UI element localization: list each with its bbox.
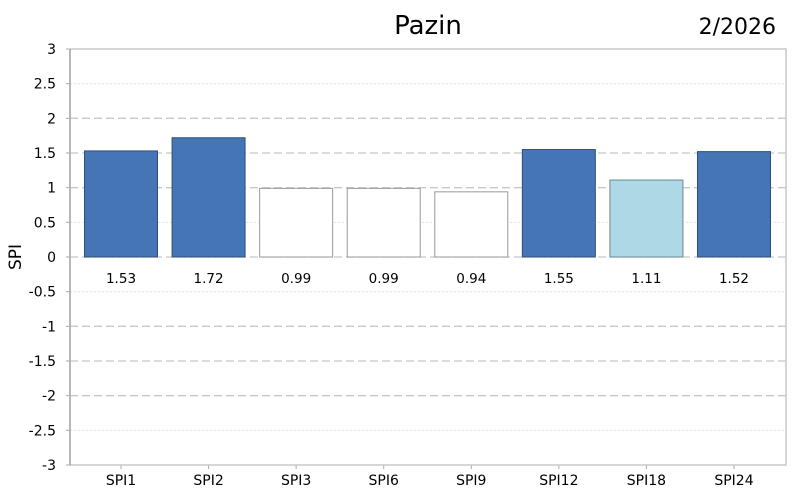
y-tick-label: 3 (47, 42, 56, 58)
x-tick-label: SPI3 (281, 473, 311, 489)
y-tick-label: 0 (47, 250, 56, 266)
bar-spi24 (696, 151, 771, 258)
y-axis-label: SPI (6, 244, 26, 270)
chart-title: Pazin (394, 11, 462, 41)
chart-date: 2/2026 (699, 15, 776, 40)
y-tick-label: -1.5 (29, 354, 56, 370)
x-tick-label: SPI12 (539, 473, 578, 489)
data-label: 1.52 (719, 271, 749, 287)
bar-spi18 (609, 179, 684, 258)
bar-spi9 (434, 191, 509, 258)
x-tick-label: SPI2 (193, 473, 223, 489)
x-tick-label: SPI1 (106, 473, 136, 489)
bar-spi12 (521, 149, 596, 258)
y-tick-label: 2.5 (34, 77, 56, 93)
y-tick-label: -2 (42, 389, 56, 405)
bar-spi3 (259, 187, 334, 258)
bar-spi1 (84, 150, 158, 258)
data-label: 0.99 (369, 271, 399, 287)
x-tick-label: SPI6 (369, 473, 399, 489)
data-label: 1.72 (194, 271, 224, 287)
data-label: 1.11 (631, 271, 661, 287)
bar-spi6 (346, 187, 421, 258)
y-tick-label: 1.5 (34, 146, 56, 162)
y-tick-label: 0.5 (34, 215, 56, 231)
x-tick-label: SPI18 (627, 473, 666, 489)
bar-spi2 (171, 137, 246, 258)
y-tick-label: -1 (42, 319, 56, 335)
y-tick-label: 1 (47, 181, 56, 197)
data-label: 0.99 (281, 271, 311, 287)
y-tick-label: -3 (42, 458, 56, 474)
x-tick-label: SPI24 (714, 473, 753, 489)
x-tick-label: SPI9 (456, 473, 486, 489)
y-tick-label: 2 (47, 111, 56, 127)
y-tick-label: -2.5 (29, 423, 56, 439)
data-label: 1.53 (106, 271, 136, 287)
data-label: 0.94 (456, 271, 486, 287)
y-tick-label: -0.5 (29, 285, 56, 301)
data-label: 1.55 (544, 271, 574, 287)
